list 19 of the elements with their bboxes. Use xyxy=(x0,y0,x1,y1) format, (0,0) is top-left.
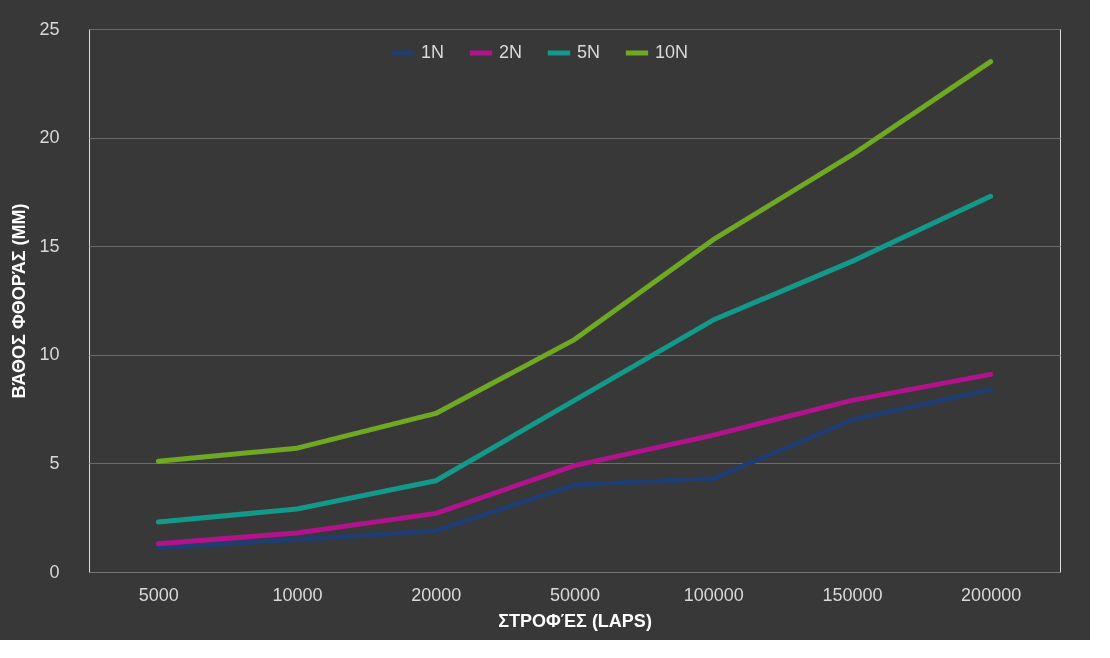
y-tick-label: 5 xyxy=(49,452,60,473)
y-tick-label: 20 xyxy=(39,127,60,148)
x-tick-label: 20000 xyxy=(411,584,462,605)
x-axis-title: ΣΤΡΟΦΈΣ (LAPS) xyxy=(498,610,652,631)
legend-label: 1N xyxy=(421,42,445,62)
x-tick-label: 10000 xyxy=(272,584,323,605)
x-tick-label: 50000 xyxy=(549,584,601,605)
x-tick-label: 150000 xyxy=(822,584,883,605)
x-tick-label: 200000 xyxy=(961,584,1022,605)
y-axis-title: ΒΆΘΟΣ ΦΘΟΡΆΣ (MM) xyxy=(9,203,30,399)
y-tick-label: 0 xyxy=(49,561,60,582)
legend-label: 2N xyxy=(499,42,523,62)
y-tick-label: 10 xyxy=(39,344,60,365)
x-tick-label: 100000 xyxy=(683,584,744,605)
y-tick-label: 15 xyxy=(39,235,60,256)
legend-label: 10N xyxy=(655,42,689,62)
y-tick-label: 25 xyxy=(39,18,60,39)
legend-label: 5N xyxy=(577,42,601,62)
x-tick-label: 5000 xyxy=(138,584,179,605)
